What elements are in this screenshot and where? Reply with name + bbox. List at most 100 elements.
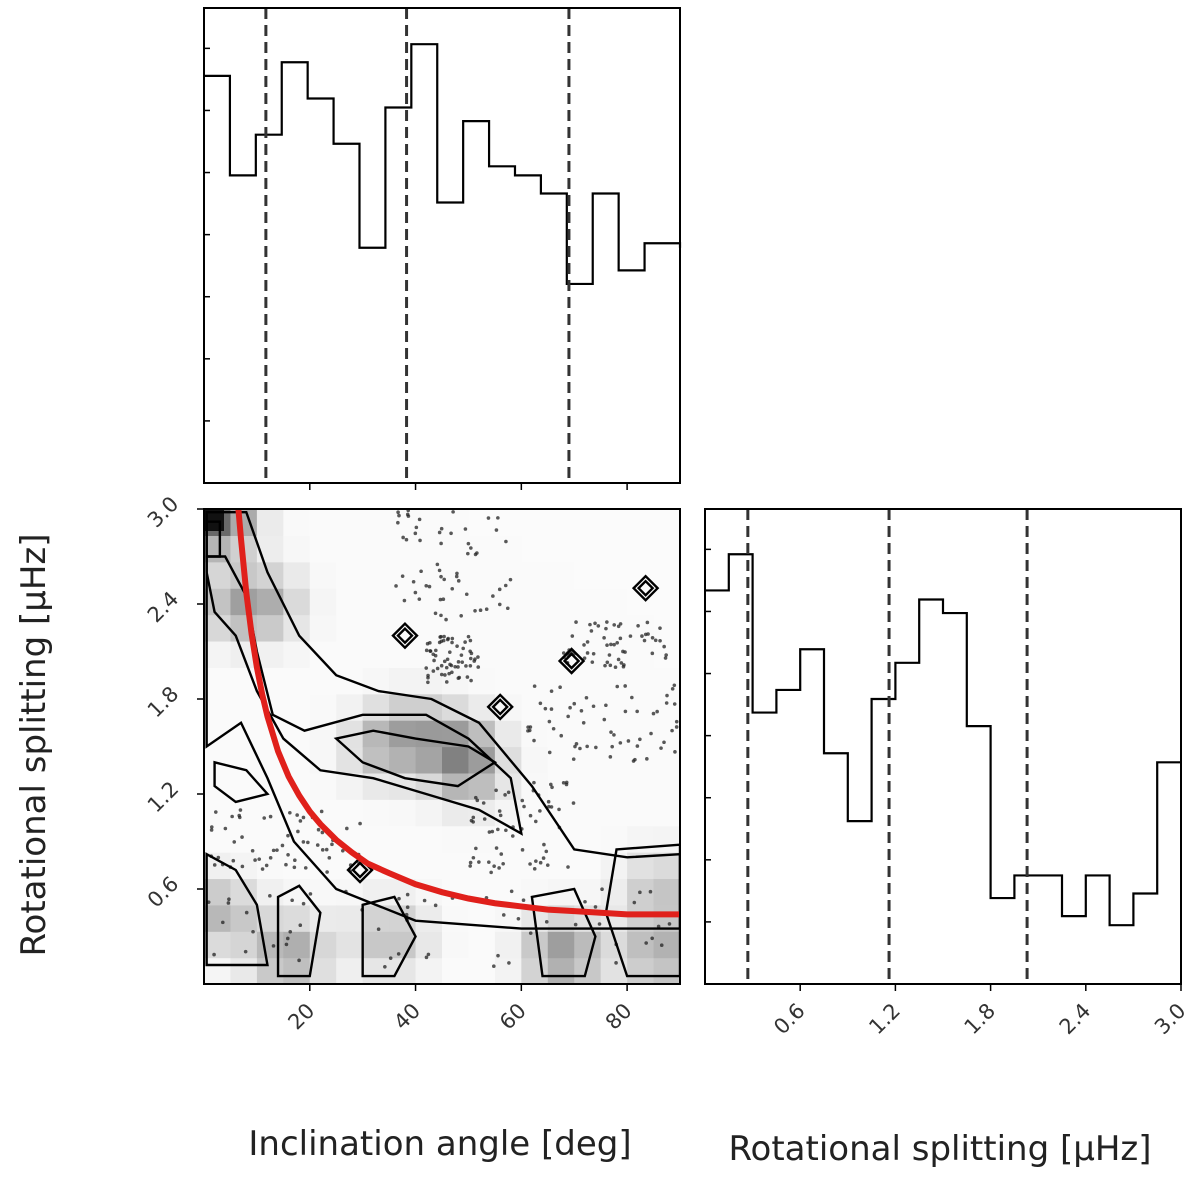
scatter-point [428, 641, 432, 645]
density-cell [494, 588, 522, 616]
density-cell [653, 957, 680, 984]
scatter-point [466, 541, 471, 546]
density-cell [336, 904, 364, 932]
scatter-point [443, 673, 447, 677]
scatter-point [623, 684, 627, 688]
density-cell [362, 746, 390, 774]
scatter-point [638, 737, 642, 742]
scatter-point [615, 684, 620, 689]
density-cell [547, 931, 575, 959]
diamond-contour-marker [557, 647, 586, 675]
diamond-contour-marker [631, 574, 660, 602]
scatter-point [532, 780, 536, 785]
scatter-point [439, 672, 444, 677]
density-cell [627, 667, 655, 695]
scatter-point [516, 916, 521, 921]
density-cell [600, 561, 628, 589]
scatter-point [528, 813, 533, 818]
density-cell [204, 904, 232, 932]
scatter-point [292, 865, 297, 870]
scatter-point [320, 830, 325, 835]
scatter-point [324, 847, 329, 852]
density-cell [600, 878, 628, 906]
density-cell [574, 746, 602, 774]
density-cell [442, 825, 470, 853]
scatter-point [238, 808, 243, 812]
scatter-point [405, 892, 410, 897]
scatter-point [632, 900, 637, 905]
density-cell [389, 588, 417, 616]
diamond-contour-marker [391, 621, 419, 650]
scatter-point [662, 740, 666, 745]
scatter-point [428, 649, 433, 653]
scatter-point [469, 546, 473, 550]
density-cell [283, 640, 311, 668]
scatter-point [451, 510, 455, 514]
density-cell [600, 588, 628, 616]
density-cell [362, 535, 390, 563]
density-cell [468, 957, 496, 984]
density-cell [521, 509, 549, 536]
density-cell [256, 561, 284, 589]
density-cell [627, 957, 655, 984]
scatter-point [510, 834, 515, 838]
density-cell [230, 799, 258, 827]
contour-layer [205, 510, 680, 978]
scatter-point [600, 887, 604, 892]
density-cell [415, 799, 443, 827]
scatter-point [358, 821, 362, 826]
scatter-point [655, 709, 659, 714]
density-cell [521, 878, 549, 906]
scatter-point [297, 958, 301, 963]
density-cell [468, 614, 496, 642]
scatter-point [319, 809, 324, 814]
contour-line [205, 555, 523, 836]
scatter-point [439, 541, 443, 546]
scatter-point [296, 829, 300, 834]
x-tick-label: 20 [283, 999, 319, 1035]
scatter-point [532, 684, 537, 688]
scatter-point [301, 840, 306, 844]
scatter-point [604, 626, 608, 631]
density-cell [442, 509, 470, 536]
scatter-point [659, 746, 663, 750]
scatter-point [232, 840, 237, 844]
density-cell [415, 904, 443, 932]
scatter-point [549, 805, 554, 809]
scatter-point [405, 512, 410, 517]
density-cell [547, 957, 575, 984]
scatter-point [439, 634, 443, 639]
density-cell [309, 772, 337, 800]
scatter-point [566, 714, 570, 719]
density-cell [574, 509, 602, 536]
scatter-point [608, 663, 613, 668]
density-cell [309, 535, 337, 563]
scatter-point [445, 657, 450, 662]
scatter-point [237, 813, 242, 818]
density-cell [653, 509, 680, 536]
splitting-histogram-plot [705, 509, 1181, 984]
scatter-point [280, 843, 285, 848]
scatter-point [455, 571, 459, 576]
density-cell [494, 852, 522, 880]
contour-line [361, 895, 417, 978]
scatter-point [521, 898, 526, 903]
scatter-point [402, 598, 407, 603]
density-cell [283, 561, 311, 589]
scatter-point [426, 673, 430, 678]
x-tick-label: 80 [601, 999, 637, 1035]
density-cell [442, 535, 470, 563]
scatter-point [501, 913, 506, 917]
density-cell [415, 957, 443, 984]
density-cell [494, 720, 522, 748]
scatter-point [605, 620, 609, 624]
x-axis-label: Inclination angle [deg] [248, 1124, 631, 1164]
density-cell [521, 588, 549, 616]
density-cell [415, 852, 443, 880]
scatter-point [442, 634, 446, 639]
density-cell [653, 746, 680, 774]
density-cell [283, 693, 311, 721]
density-cell [415, 614, 443, 642]
scatter-point [301, 901, 306, 906]
scatter-point [626, 739, 631, 743]
